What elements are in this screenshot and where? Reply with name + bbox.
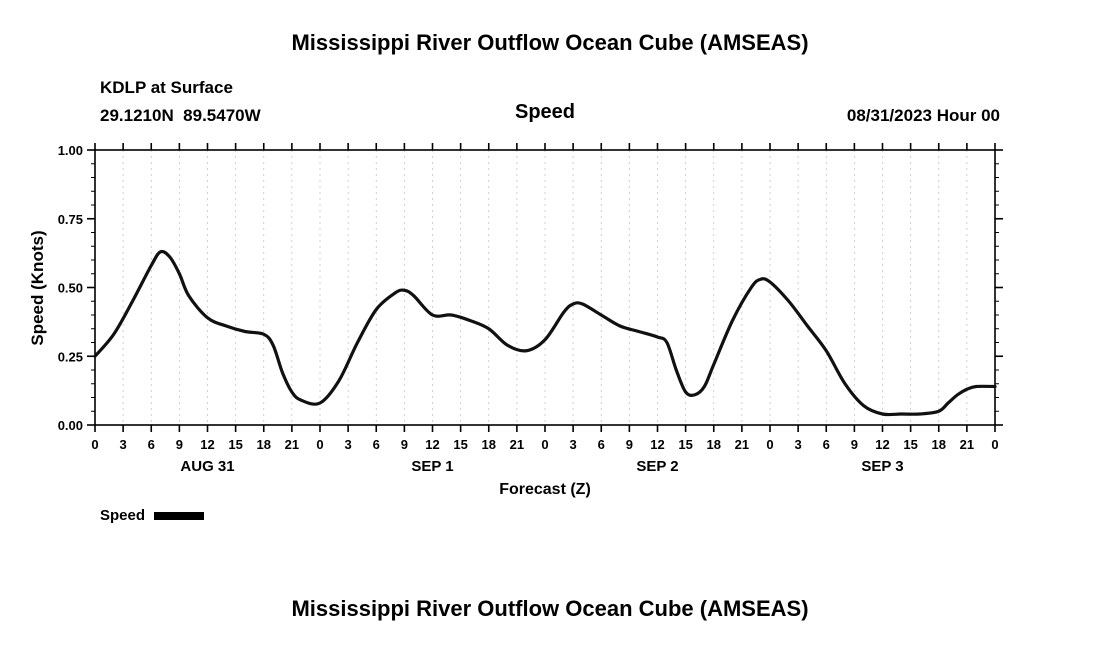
svg-text:3: 3 [795, 437, 802, 452]
svg-text:21: 21 [960, 437, 974, 452]
run-time-label: 08/31/2023 Hour 00 [846, 106, 1000, 125]
svg-text:9: 9 [401, 437, 408, 452]
svg-text:0: 0 [316, 437, 323, 452]
svg-text:AUG 31: AUG 31 [180, 458, 234, 475]
svg-text:3: 3 [570, 437, 577, 452]
x-axis-label: Forecast (Z) [499, 481, 591, 498]
svg-text:12: 12 [200, 437, 214, 452]
svg-text:12: 12 [650, 437, 664, 452]
svg-text:3: 3 [345, 437, 352, 452]
next-chart-title: Mississippi River Outflow Ocean Cube (AM… [291, 596, 809, 621]
svg-text:18: 18 [932, 437, 946, 452]
svg-text:0: 0 [991, 437, 998, 452]
station-label: KDLP at Surface [100, 78, 233, 97]
svg-text:15: 15 [453, 437, 467, 452]
svg-text:0.00: 0.00 [58, 418, 83, 433]
svg-text:9: 9 [176, 437, 183, 452]
coordinates-label: 29.1210N 89.5470W [100, 106, 261, 125]
svg-text:9: 9 [851, 437, 858, 452]
legend-label: Speed [100, 507, 146, 524]
svg-text:18: 18 [482, 437, 496, 452]
svg-text:21: 21 [285, 437, 299, 452]
svg-text:12: 12 [425, 437, 439, 452]
svg-text:0.50: 0.50 [58, 281, 83, 296]
svg-text:18: 18 [257, 437, 271, 452]
svg-text:0.75: 0.75 [58, 212, 83, 227]
svg-text:3: 3 [120, 437, 127, 452]
legend: Speed [100, 507, 205, 524]
svg-text:21: 21 [510, 437, 524, 452]
variable-title: Speed [514, 101, 576, 123]
svg-text:18: 18 [707, 437, 721, 452]
svg-text:1.00: 1.00 [58, 143, 83, 158]
svg-text:0: 0 [91, 437, 98, 452]
svg-text:15: 15 [678, 437, 692, 452]
svg-text:0: 0 [541, 437, 548, 452]
svg-text:0: 0 [766, 437, 773, 452]
svg-text:0.25: 0.25 [58, 349, 83, 364]
svg-text:15: 15 [903, 437, 917, 452]
svg-text:SEP 3: SEP 3 [861, 458, 903, 475]
legend-line-swatch [154, 511, 205, 520]
speed-line-chart: 0.00 0.25 0.50 0.75 1.00 0 3 6 9 12 15 18 21 0 3 6 9 12 15… [58, 143, 1003, 475]
svg-text:21: 21 [735, 437, 749, 452]
svg-text:6: 6 [598, 437, 605, 452]
svg-text:9: 9 [626, 437, 633, 452]
svg-text:SEP 1: SEP 1 [411, 458, 453, 475]
svg-text:6: 6 [373, 437, 380, 452]
chart-title: Mississippi River Outflow Ocean Cube (AM… [291, 30, 809, 55]
svg-text:15: 15 [228, 437, 242, 452]
svg-text:6: 6 [148, 437, 155, 452]
svg-text:6: 6 [823, 437, 830, 452]
svg-text:SEP 2: SEP 2 [636, 458, 678, 475]
svg-text:12: 12 [875, 437, 889, 452]
